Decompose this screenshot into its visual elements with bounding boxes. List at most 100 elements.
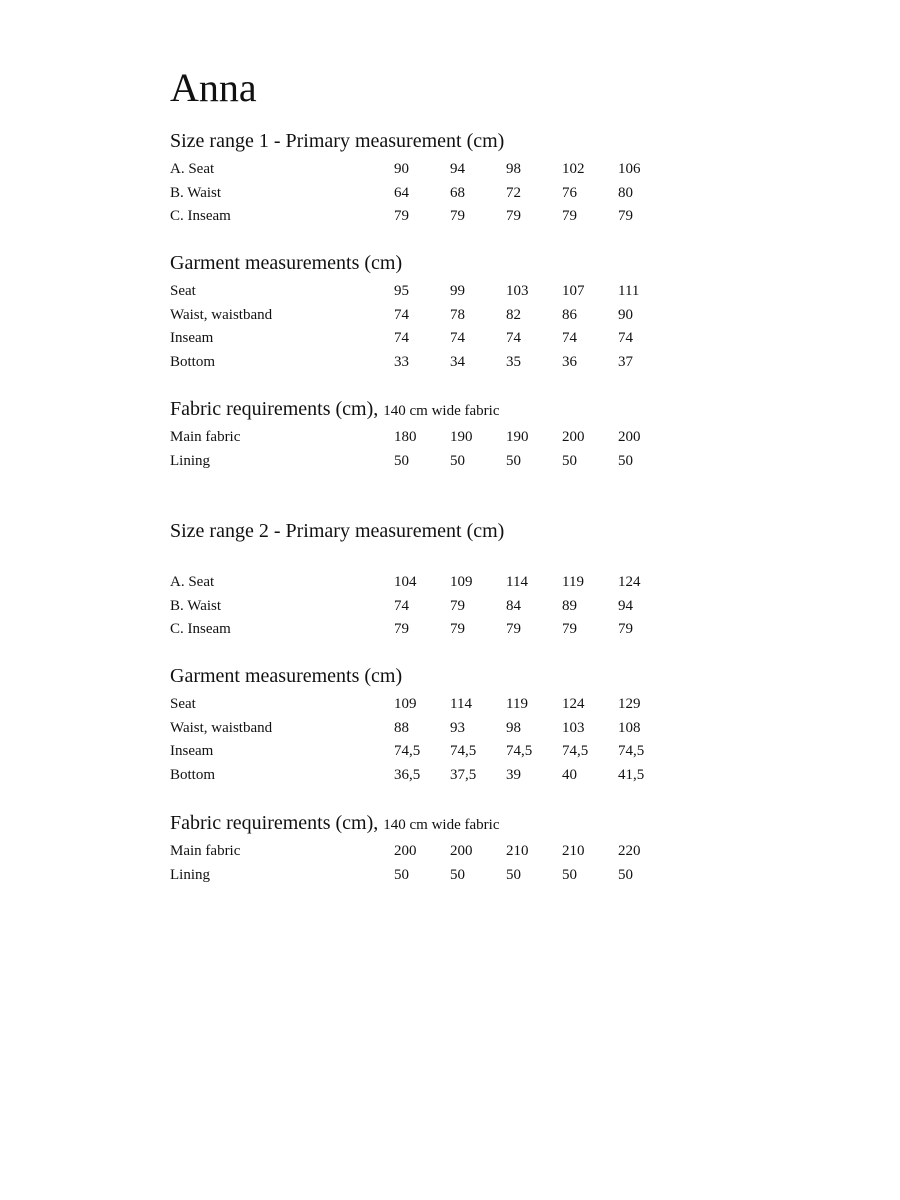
size-value: 37,5 bbox=[450, 766, 477, 783]
table-row: Seat 95 99 103 107 111 bbox=[170, 280, 690, 304]
table-row: Inseam 74 74 74 74 74 bbox=[170, 327, 690, 351]
size-value: 119 bbox=[506, 696, 528, 712]
size-value: 79 bbox=[618, 208, 633, 224]
size-value: 74 bbox=[618, 330, 633, 346]
size-value: 79 bbox=[562, 621, 577, 637]
size-value: 103 bbox=[562, 719, 585, 736]
table-row: A. Seat 104 109 114 119 124 bbox=[170, 571, 690, 595]
row-label: Lining bbox=[170, 866, 210, 883]
size-value: 106 bbox=[618, 161, 641, 177]
size-value: 39 bbox=[506, 766, 521, 783]
table-row: Main fabric 200 200 210 210 220 bbox=[170, 840, 690, 864]
row-label: C. Inseam bbox=[170, 621, 231, 637]
size-value: 79 bbox=[450, 597, 465, 614]
size-value: 89 bbox=[562, 597, 577, 614]
table-row: B. Waist 64 68 72 76 80 bbox=[170, 182, 690, 206]
section-heading-note: 140 cm wide fabric bbox=[383, 817, 500, 833]
table-row: Waist, waistband 88 93 98 103 108 bbox=[170, 717, 690, 741]
size-value: 79 bbox=[506, 208, 521, 224]
size-value: 94 bbox=[618, 597, 633, 614]
row-label: B. Waist bbox=[170, 184, 222, 201]
size-value: 107 bbox=[562, 283, 585, 299]
row-label: A. Seat bbox=[170, 161, 215, 177]
section-heading-text: Fabric requirements (cm), bbox=[170, 398, 379, 420]
size-value: 124 bbox=[562, 696, 585, 712]
size-value: 109 bbox=[450, 574, 473, 590]
row-label: Waist, waistband bbox=[170, 306, 273, 323]
size-value: 79 bbox=[506, 621, 521, 637]
section-heading-text: Garment measurements (cm) bbox=[170, 252, 403, 274]
size-value: 79 bbox=[618, 621, 633, 637]
size-value: 86 bbox=[562, 306, 577, 323]
size-value: 129 bbox=[618, 696, 641, 712]
size-value: 180 bbox=[394, 429, 417, 445]
size-value: 200 bbox=[618, 429, 641, 445]
table-row: Bottom 33 34 35 36 37 bbox=[170, 351, 690, 375]
row-label: A. Seat bbox=[170, 574, 215, 590]
size-value: 34 bbox=[450, 353, 465, 370]
size-value: 64 bbox=[394, 184, 409, 201]
table-row: Inseam 74,5 74,5 74,5 74,5 74,5 bbox=[170, 740, 690, 764]
table-row: B. Waist 74 79 84 89 94 bbox=[170, 595, 690, 619]
size-value: 74 bbox=[394, 306, 409, 323]
size-value: 79 bbox=[450, 208, 465, 224]
row-label: Inseam bbox=[170, 330, 214, 346]
size-value: 74 bbox=[562, 330, 577, 346]
size-value: 114 bbox=[450, 696, 472, 712]
size-value: 220 bbox=[618, 843, 641, 859]
size-value: 94 bbox=[450, 161, 465, 177]
size-value: 50 bbox=[506, 866, 521, 883]
page-title: Anna bbox=[170, 65, 257, 110]
size-value: 35 bbox=[506, 353, 521, 370]
size-value: 124 bbox=[618, 574, 641, 590]
row-label: Bottom bbox=[170, 353, 216, 370]
table-row: Lining 50 50 50 50 50 bbox=[170, 450, 690, 474]
size-value: 103 bbox=[506, 283, 529, 299]
size-value: 78 bbox=[450, 306, 465, 323]
size-value: 76 bbox=[562, 184, 577, 201]
size-value: 95 bbox=[394, 283, 409, 299]
size-value: 74,5 bbox=[506, 743, 533, 759]
row-label: Main fabric bbox=[170, 429, 241, 445]
section-heading: Garment measurements (cm) bbox=[170, 250, 690, 276]
size-value: 50 bbox=[562, 866, 577, 883]
size-table-section: Size range 1 - Primary measurement (cm) A… bbox=[170, 128, 690, 229]
size-value: 200 bbox=[394, 843, 417, 859]
section-heading-text: Size range 2 - Primary measurement (cm) bbox=[170, 520, 505, 542]
size-value: 40 bbox=[562, 766, 577, 783]
size-value: 50 bbox=[450, 866, 465, 883]
row-label: Seat bbox=[170, 696, 196, 712]
section-heading: Size range 2 - Primary measurement (cm) bbox=[170, 518, 690, 544]
size-value: 50 bbox=[562, 452, 577, 469]
size-value: 200 bbox=[450, 843, 473, 859]
size-value: 50 bbox=[450, 452, 465, 469]
size-value: 102 bbox=[562, 161, 585, 177]
section-heading: Garment measurements (cm) bbox=[170, 663, 690, 689]
row-label: Main fabric bbox=[170, 843, 241, 859]
size-value: 74 bbox=[450, 330, 465, 346]
size-value: 210 bbox=[506, 843, 529, 859]
size-value: 50 bbox=[506, 452, 521, 469]
size-value: 79 bbox=[562, 208, 577, 224]
size-value: 109 bbox=[394, 696, 417, 712]
size-value: 119 bbox=[562, 574, 584, 590]
table-row: A. Seat 90 94 98 102 106 bbox=[170, 158, 690, 182]
size-value: 190 bbox=[450, 429, 473, 445]
size-value: 93 bbox=[450, 719, 465, 736]
size-value: 50 bbox=[618, 452, 633, 469]
size-value: 79 bbox=[394, 208, 409, 224]
table-row: Main fabric 180 190 190 200 200 bbox=[170, 426, 690, 450]
size-value: 90 bbox=[394, 161, 409, 177]
size-value: 98 bbox=[506, 161, 521, 177]
size-value: 84 bbox=[506, 597, 521, 614]
size-value: 82 bbox=[506, 306, 521, 323]
size-value: 190 bbox=[506, 429, 529, 445]
size-value: 74,5 bbox=[562, 743, 589, 759]
table-row: C. Inseam 79 79 79 79 79 bbox=[170, 618, 690, 642]
row-label: Seat bbox=[170, 283, 196, 299]
size-value: 72 bbox=[506, 184, 521, 201]
size-table-section: Size range 2 - Primary measurement (cm) A… bbox=[170, 518, 690, 642]
table-row: Lining 50 50 50 50 50 bbox=[170, 864, 690, 888]
size-value: 50 bbox=[394, 866, 409, 883]
size-value: 36 bbox=[562, 353, 577, 370]
